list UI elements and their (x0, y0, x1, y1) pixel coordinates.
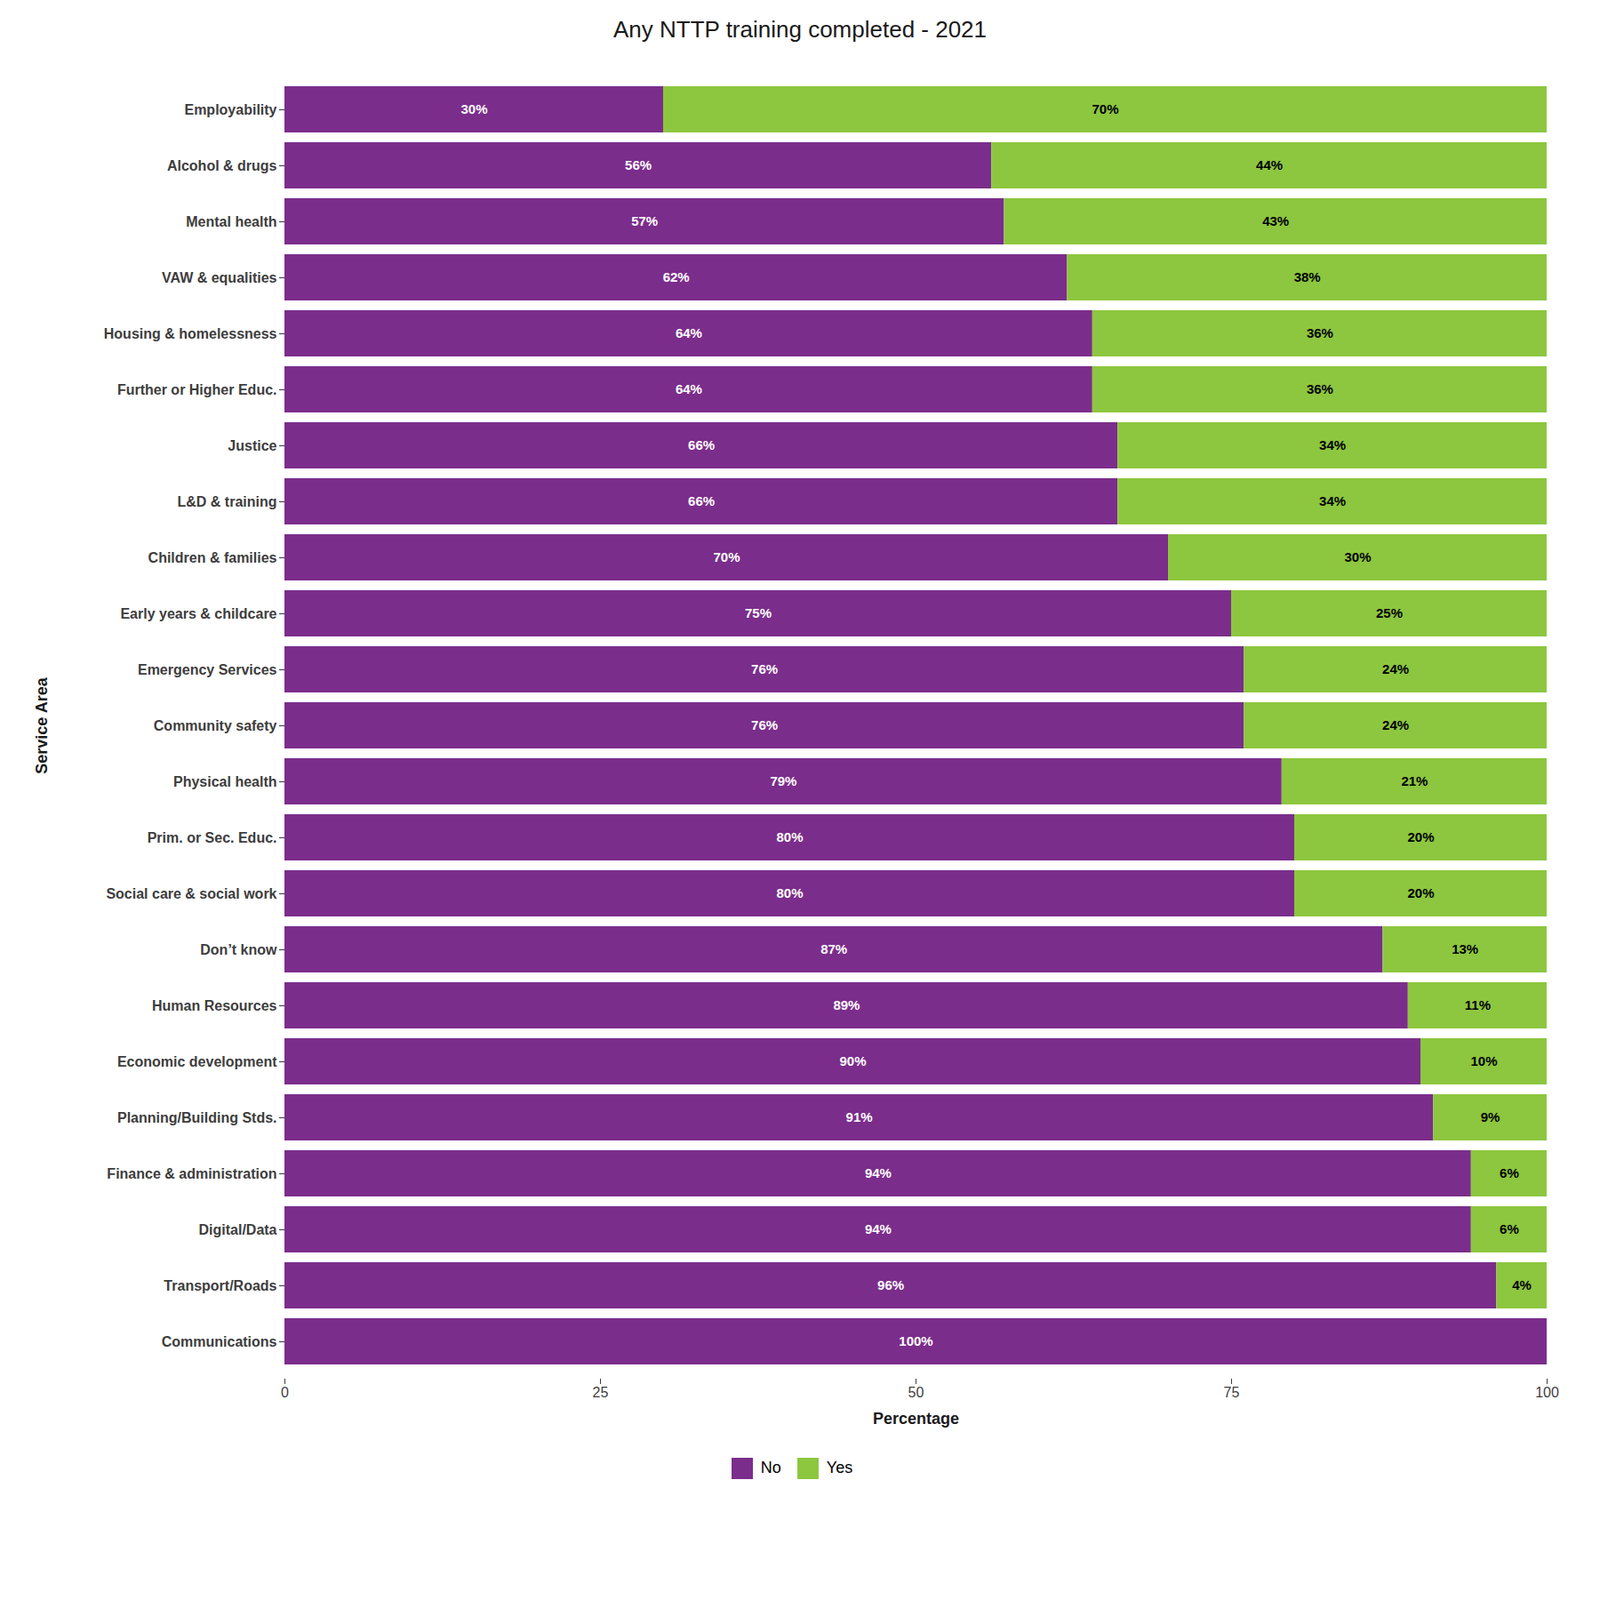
svg-text:80%: 80% (776, 829, 803, 845)
svg-text:64%: 64% (675, 325, 703, 341)
svg-text:Further or Higher Educ.: Further or Higher Educ. (117, 382, 278, 398)
svg-text:56%: 56% (624, 157, 652, 173)
svg-text:66%: 66% (688, 437, 715, 453)
svg-text:Alcohol & drugs: Alcohol & drugs (167, 158, 278, 174)
svg-text:76%: 76% (751, 717, 778, 733)
svg-text:4%: 4% (1512, 1277, 1532, 1293)
svg-text:79%: 79% (769, 773, 797, 789)
svg-text:34%: 34% (1319, 437, 1346, 453)
svg-text:Prim. or Sec. Educ.: Prim. or Sec. Educ. (147, 830, 278, 846)
svg-text:44%: 44% (1256, 157, 1283, 173)
svg-text:80%: 80% (776, 885, 803, 901)
svg-text:34%: 34% (1319, 493, 1346, 509)
svg-text:30%: 30% (460, 101, 488, 117)
svg-text:38%: 38% (1294, 269, 1321, 285)
svg-text:30%: 30% (1344, 549, 1371, 565)
svg-text:36%: 36% (1306, 381, 1334, 397)
svg-text:6%: 6% (1499, 1221, 1520, 1237)
svg-text:100%: 100% (898, 1333, 933, 1349)
svg-text:36%: 36% (1306, 325, 1334, 341)
svg-text:Physical health: Physical health (173, 774, 278, 790)
svg-text:43%: 43% (1262, 213, 1289, 229)
svg-text:96%: 96% (877, 1277, 904, 1293)
svg-text:100: 100 (1535, 1384, 1560, 1400)
svg-text:24%: 24% (1382, 661, 1409, 677)
svg-text:Children & families: Children & families (148, 550, 278, 566)
svg-text:24%: 24% (1382, 717, 1409, 733)
svg-text:11%: 11% (1464, 997, 1491, 1013)
svg-text:70%: 70% (1091, 101, 1119, 117)
svg-text:50: 50 (908, 1384, 925, 1400)
svg-text:Early years & childcare: Early years & childcare (120, 606, 277, 622)
svg-text:VAW & equalities: VAW & equalities (161, 270, 278, 286)
svg-text:21%: 21% (1400, 773, 1428, 789)
svg-text:13%: 13% (1451, 941, 1479, 957)
svg-text:6%: 6% (1499, 1165, 1520, 1181)
html-text:No: No (760, 1458, 782, 1477)
svg-text:25: 25 (592, 1384, 609, 1400)
svg-text:Service Area: Service Area (32, 676, 51, 774)
svg-text:Don’t know: Don’t know (200, 942, 278, 958)
svg-text:64%: 64% (675, 381, 703, 397)
svg-text:10%: 10% (1470, 1053, 1497, 1069)
svg-text:94%: 94% (864, 1165, 892, 1181)
svg-text:Emergency Services: Emergency Services (137, 662, 278, 678)
svg-text:75: 75 (1224, 1384, 1240, 1400)
svg-text:L&D & training: L&D & training (177, 494, 278, 510)
svg-text:Communications: Communications (161, 1334, 278, 1350)
svg-text:25%: 25% (1376, 605, 1403, 621)
svg-text:Transport/Roads: Transport/Roads (163, 1278, 277, 1294)
svg-text:Mental health: Mental health (185, 214, 277, 230)
svg-text:87%: 87% (820, 941, 848, 957)
svg-text:0: 0 (280, 1384, 289, 1400)
svg-text:Digital/Data: Digital/Data (198, 1222, 277, 1238)
svg-text:62%: 62% (663, 269, 690, 285)
svg-text:Economic development: Economic development (117, 1054, 278, 1070)
svg-text:89%: 89% (832, 997, 860, 1013)
svg-text:9%: 9% (1480, 1109, 1501, 1125)
svg-text:Finance & administration: Finance & administration (106, 1166, 277, 1182)
svg-text:Percentage: Percentage (872, 1409, 960, 1428)
svg-text:20%: 20% (1407, 885, 1434, 901)
svg-text:94%: 94% (864, 1221, 892, 1237)
svg-text:70%: 70% (712, 549, 740, 565)
svg-text:Planning/Building Stds.: Planning/Building Stds. (117, 1110, 278, 1126)
html-text:Yes: Yes (826, 1458, 853, 1477)
svg-text:76%: 76% (751, 661, 778, 677)
svg-text:Community safety: Community safety (153, 718, 278, 734)
svg-text:Human Resources: Human Resources (152, 998, 278, 1014)
svg-text:75%: 75% (744, 605, 772, 621)
html-text:Any NTTP training completed -: Any NTTP training completed - 2021 (613, 16, 987, 43)
svg-text:90%: 90% (839, 1053, 866, 1069)
svg-text:66%: 66% (688, 493, 715, 509)
svg-text:Employability: Employability (184, 102, 277, 118)
svg-text:Housing & homelessness: Housing & homelessness (104, 326, 278, 342)
svg-text:Justice: Justice (227, 438, 277, 454)
svg-text:20%: 20% (1407, 829, 1434, 845)
svg-text:57%: 57% (631, 213, 658, 229)
svg-text:91%: 91% (846, 1109, 873, 1125)
svg-text:Social care & social work: Social care & social work (105, 886, 277, 902)
